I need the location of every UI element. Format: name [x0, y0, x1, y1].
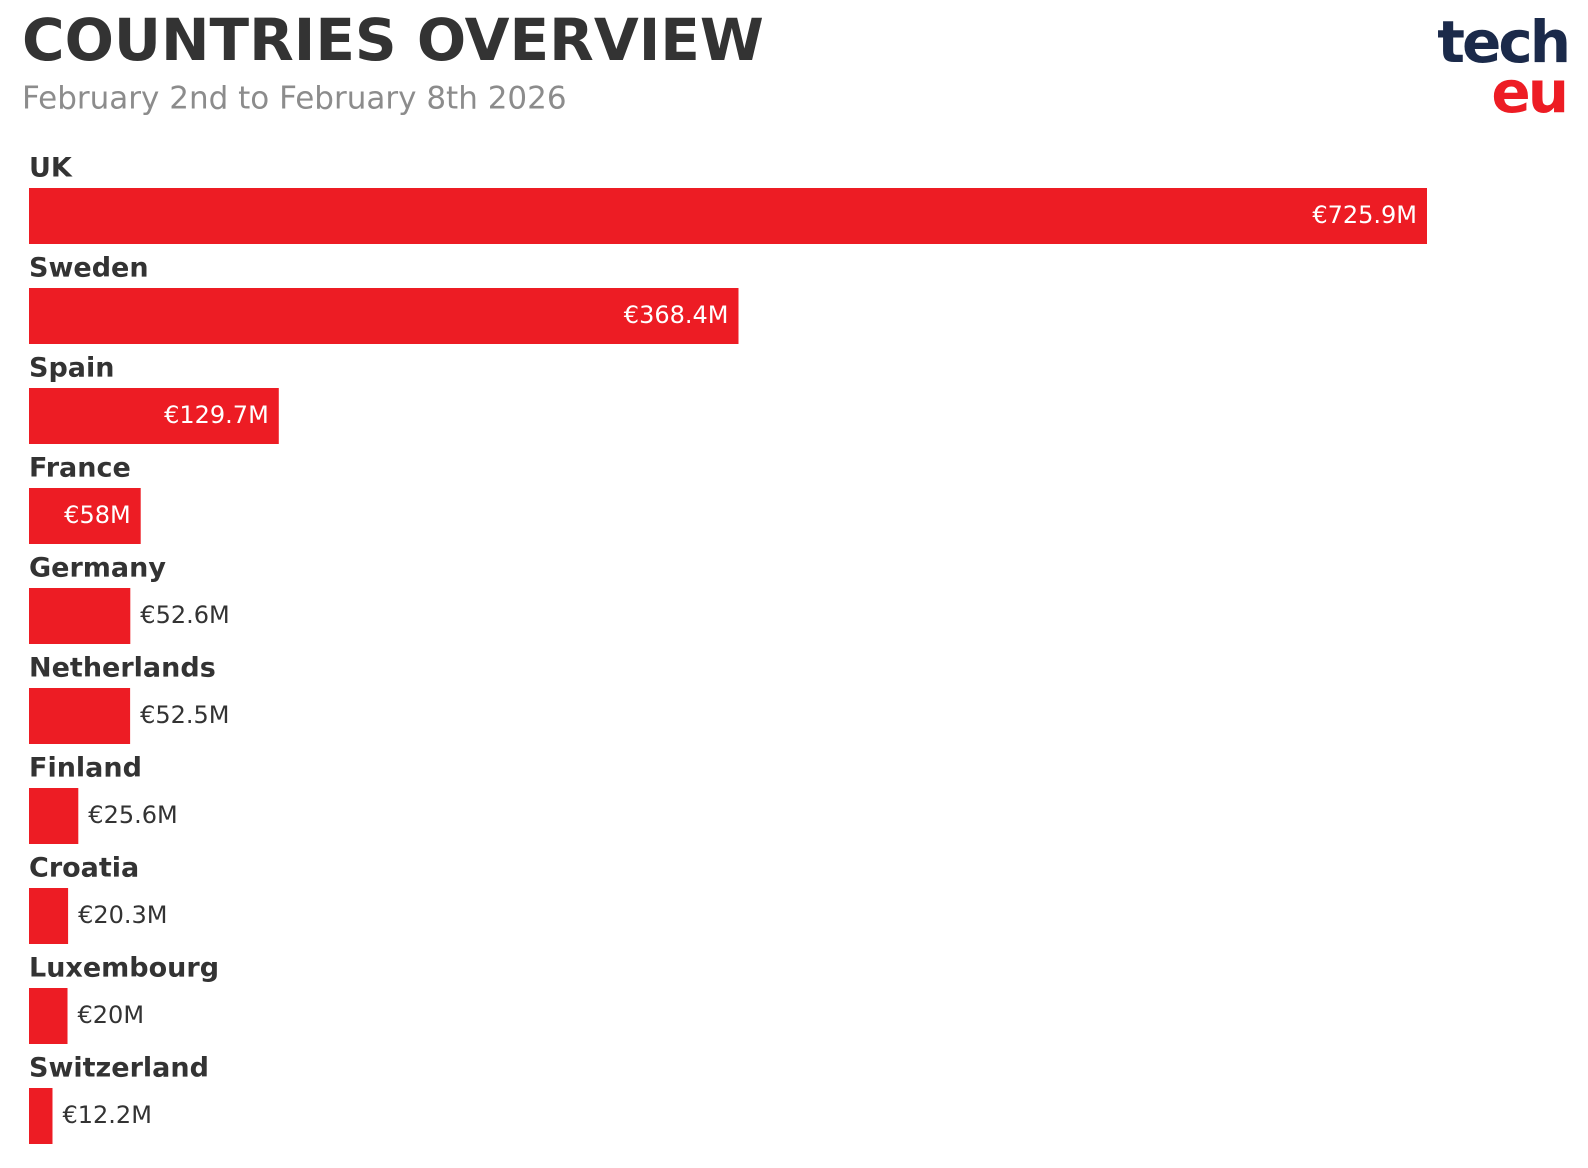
bar	[29, 188, 1427, 244]
bar	[29, 988, 68, 1044]
category-label: Luxembourg	[29, 953, 219, 984]
category-label: Finland	[29, 753, 142, 784]
bar	[29, 888, 69, 944]
category-label: France	[29, 453, 131, 484]
value-label: €725.9M	[1312, 201, 1417, 229]
logo-top: tech	[1437, 8, 1568, 76]
value-label: €129.7M	[164, 401, 269, 429]
category-label: Switzerland	[29, 1053, 209, 1084]
bar	[29, 488, 141, 544]
bar	[29, 588, 131, 644]
category-label: Sweden	[29, 253, 149, 284]
value-label: €20.3M	[78, 901, 167, 929]
chart-title: COUNTRIES OVERVIEW	[22, 6, 764, 74]
value-label: €20M	[78, 1001, 145, 1029]
value-label: €12.2M	[62, 1101, 151, 1129]
bar	[29, 388, 279, 444]
category-label: Spain	[29, 353, 114, 384]
category-label: Croatia	[29, 853, 139, 884]
chart-subtitle: February 2nd to February 8th 2026	[22, 81, 567, 117]
category-label: Netherlands	[29, 653, 216, 684]
bar	[29, 1088, 53, 1144]
category-label: UK	[29, 153, 73, 184]
category-label: Germany	[29, 553, 166, 584]
logo-bottom: eu	[1491, 58, 1566, 126]
value-label: €52.6M	[140, 601, 229, 629]
bar	[29, 288, 739, 344]
value-label: €58M	[64, 501, 131, 529]
value-label: €368.4M	[624, 301, 729, 329]
bar	[29, 688, 131, 744]
bar	[29, 788, 79, 844]
value-label: €52.5M	[140, 701, 229, 729]
value-label: €25.6M	[88, 801, 177, 829]
